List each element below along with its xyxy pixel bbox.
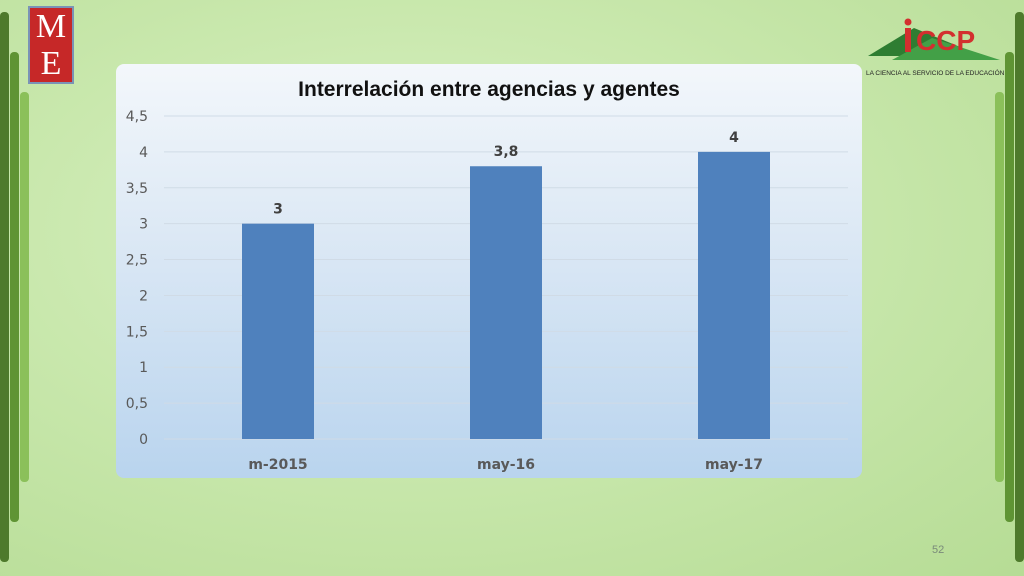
y-tick-label: 4 <box>139 145 148 161</box>
y-tick-label: 0 <box>139 432 148 448</box>
bar-chart: 0 0,5 1 1,5 2 2,5 3 3,5 4 4,5 3 m-2015 3,8 may-16 4 may… <box>126 109 848 473</box>
bar <box>242 223 314 439</box>
x-tick-label: may-16 <box>477 457 535 473</box>
iccp-logo-graphic: CCP <box>868 18 1000 60</box>
y-tick-label: 1,5 <box>126 324 148 340</box>
bar <box>698 151 770 439</box>
y-tick-label: 3 <box>139 217 148 233</box>
x-tick-label: may-17 <box>705 457 763 473</box>
iccp-logo: CCP LA CIENCIA AL SERVICIO DE LA EDUCACI… <box>862 10 1008 82</box>
me-logo: M E <box>28 6 74 84</box>
y-tick-label: 1 <box>139 360 148 376</box>
y-tick-label: 3,5 <box>126 181 148 197</box>
chart-panel: Interrelación entre agencias y agentes 0… <box>116 64 862 478</box>
data-label: 3 <box>273 202 283 218</box>
iccp-tagline: LA CIENCIA AL SERVICIO DE LA EDUCACIÓN <box>866 70 1005 77</box>
decor-stripe-left-3 <box>20 92 29 482</box>
data-label: 3,8 <box>494 144 519 160</box>
me-logo-letter-m: M <box>35 7 67 45</box>
bar <box>470 166 542 439</box>
decor-stripe-left-2 <box>10 52 19 522</box>
decor-stripe-right-2 <box>1005 52 1014 522</box>
chart-title: Interrelación entre agencias y agentes <box>298 78 680 101</box>
x-tick-label: m-2015 <box>248 457 307 473</box>
y-tick-label: 2 <box>139 288 148 304</box>
svg-text:CCP: CCP <box>916 25 975 56</box>
decor-stripe-right-3 <box>995 92 1004 482</box>
me-logo-letter-e: E <box>40 44 62 82</box>
decor-stripe-right-1 <box>1015 12 1024 562</box>
data-label: 4 <box>729 130 739 146</box>
y-tick-label: 2,5 <box>126 253 148 269</box>
y-tick-label: 4,5 <box>126 109 148 125</box>
page-number: 52 <box>932 544 945 556</box>
decor-stripe-left-1 <box>0 12 9 562</box>
y-tick-label: 0,5 <box>126 396 148 412</box>
